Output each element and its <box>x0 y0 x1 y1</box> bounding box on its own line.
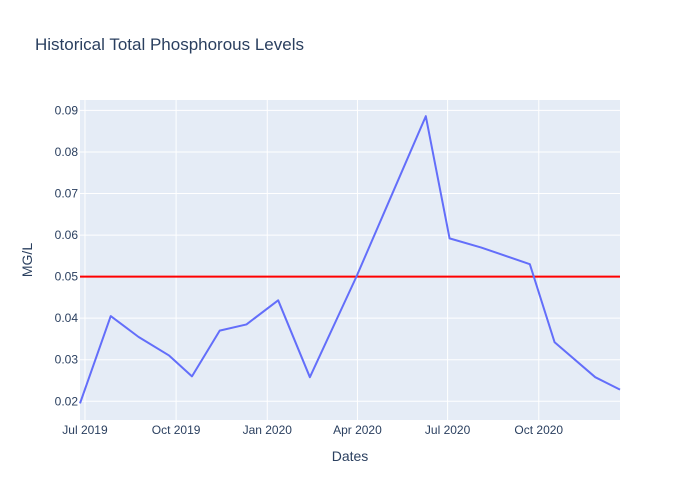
y-tick-label: 0.02 <box>55 394 79 408</box>
series-line <box>79 115 621 404</box>
x-tick-labels: Jul 2019 Oct 2019 Jan 2020 Apr 2020 Jul 2020… <box>62 423 563 437</box>
x-tick-label: Oct 2020 <box>514 423 563 437</box>
y-tick-label: 0.04 <box>55 311 79 325</box>
y-tick-label: 0.03 <box>55 353 79 367</box>
y-axis-title: MG/L <box>19 243 35 277</box>
y-tick-label: 0.07 <box>55 187 79 201</box>
chart-title: Historical Total Phosphorous Levels <box>35 35 304 54</box>
x-tick-label: Jul 2019 <box>62 423 108 437</box>
y-tick-label: 0.05 <box>55 270 79 284</box>
x-tick-label: Jul 2020 <box>425 423 471 437</box>
y-tick-label: 0.09 <box>55 103 79 117</box>
x-tick-label: Apr 2020 <box>333 423 382 437</box>
y-tick-labels: 0.02 0.03 0.04 0.05 0.06 0.07 0.08 0.09 <box>55 103 79 408</box>
plot-area <box>80 100 620 420</box>
x-axis-title: Dates <box>332 448 369 464</box>
x-tick-label: Oct 2019 <box>152 423 201 437</box>
y-tick-label: 0.06 <box>55 228 79 242</box>
y-tick-label: 0.08 <box>55 145 79 159</box>
x-tick-label: Jan 2020 <box>243 423 293 437</box>
